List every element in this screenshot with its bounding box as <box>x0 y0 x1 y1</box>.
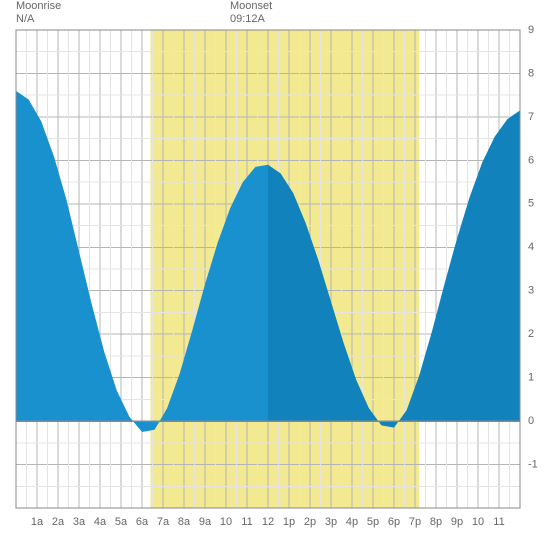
x-tick-label: 7a <box>157 516 170 528</box>
x-tick-label: 6a <box>136 516 149 528</box>
x-tick-label: 10 <box>220 516 232 528</box>
x-tick-label: 12 <box>262 516 274 528</box>
y-tick-label: 6 <box>528 154 534 166</box>
y-tick-label: 7 <box>528 111 534 123</box>
y-tick-label: 4 <box>528 241 534 253</box>
x-tick-label: 11 <box>241 516 252 528</box>
x-tick-label: 8p <box>430 516 442 528</box>
moonset-value: 09:12A <box>230 13 272 26</box>
moonset-block: Moonset 09:12A <box>230 0 272 26</box>
moonrise-block: Moonrise N/A <box>16 0 61 26</box>
moonrise-title: Moonrise <box>16 0 61 13</box>
x-tick-label: 1a <box>31 516 44 528</box>
tide-chart: Moonrise N/A Moonset 09:12A -10123456789… <box>0 0 550 550</box>
y-tick-label: 1 <box>528 372 534 384</box>
y-tick-label: 5 <box>528 198 534 210</box>
x-tick-label: 9a <box>199 516 212 528</box>
x-tick-label: 7p <box>409 516 421 528</box>
chart-svg: -101234567891a2a3a4a5a6a7a8a9a1011121p2p… <box>0 0 550 550</box>
x-tick-label: 8a <box>178 516 191 528</box>
x-tick-label: 2p <box>304 516 316 528</box>
x-tick-label: 4p <box>346 516 358 528</box>
x-tick-label: 6p <box>388 516 400 528</box>
x-tick-label: 2a <box>52 516 65 528</box>
y-tick-label: 2 <box>528 328 534 340</box>
y-tick-label: 0 <box>528 415 534 427</box>
x-tick-label: 5a <box>115 516 128 528</box>
x-tick-label: 3a <box>73 516 86 528</box>
x-tick-label: 3p <box>325 516 337 528</box>
x-tick-label: 4a <box>94 516 107 528</box>
x-tick-label: 5p <box>367 516 379 528</box>
x-tick-label: 10 <box>472 516 484 528</box>
y-tick-label: 8 <box>528 67 534 79</box>
moonrise-value: N/A <box>16 13 61 26</box>
y-tick-label: -1 <box>528 458 538 470</box>
y-tick-label: 3 <box>528 285 534 297</box>
x-tick-label: 9p <box>451 516 463 528</box>
x-tick-label: 1p <box>283 516 295 528</box>
moonset-title: Moonset <box>230 0 272 13</box>
y-tick-label: 9 <box>528 24 534 36</box>
x-tick-label: 11 <box>493 516 504 528</box>
